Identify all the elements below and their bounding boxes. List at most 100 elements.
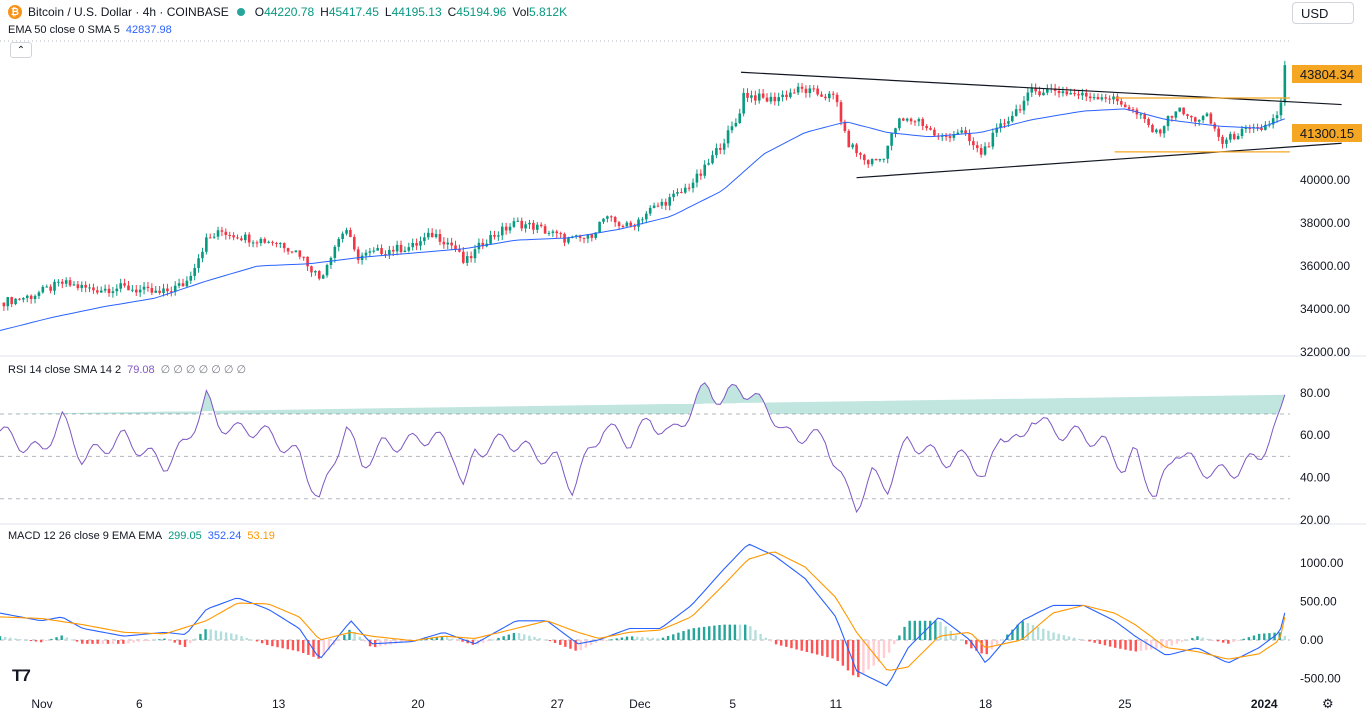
candle-body <box>462 251 465 263</box>
candle-body <box>1065 91 1069 95</box>
macd-histogram-bar <box>810 640 814 654</box>
macd-histogram-bar <box>55 637 58 640</box>
candle-body <box>41 286 45 293</box>
candle-body <box>314 271 317 273</box>
candle-body <box>617 222 621 226</box>
candle-body <box>625 222 629 227</box>
macd-histogram-bar <box>230 633 233 640</box>
macd-histogram-bar <box>50 638 53 640</box>
collapse-legend-button[interactable]: ⌃ <box>10 42 32 58</box>
macd-histogram-bar <box>281 640 284 649</box>
macd-histogram-bar <box>959 639 963 641</box>
macd-histogram-bar <box>1083 640 1086 641</box>
macd-legend[interactable]: MACD 12 26 close 9 EMA EMA 299.05 352.24… <box>8 530 275 542</box>
symbol-legend[interactable]: ₿ Bitcoin / U.S. Dollar · 4h · COINBASE … <box>8 5 573 19</box>
macd-histogram-bar <box>291 640 295 651</box>
rsi-axis-tick: 80.00 <box>1300 386 1330 400</box>
candle-body <box>1166 115 1170 127</box>
macd-histogram-bar <box>1237 640 1240 641</box>
macd-histogram-bar <box>538 638 541 640</box>
candle-body <box>925 126 928 129</box>
settings-gear-icon[interactable]: ⚙ <box>1322 696 1334 711</box>
macd-axis-tick: -500.00 <box>1300 671 1341 685</box>
candle-body <box>282 243 286 249</box>
candle-body <box>263 238 267 243</box>
candle-body <box>37 292 41 296</box>
candle-body <box>162 288 165 293</box>
candle-body <box>707 163 710 165</box>
macd-histogram-bar <box>481 640 485 643</box>
candle-body <box>1264 124 1267 130</box>
candle-body <box>559 233 562 235</box>
candle-body <box>251 242 255 244</box>
candle-body <box>333 246 337 258</box>
rsi-legend[interactable]: RSI 14 close SMA 14 2 79.08 ∅ ∅ ∅ ∅ ∅ ∅ … <box>8 363 246 377</box>
symbol-title: Bitcoin / U.S. Dollar · 4h · COINBASE <box>28 5 229 19</box>
candle-body <box>364 252 368 256</box>
macd-histogram-bar <box>1278 632 1281 640</box>
candle-body <box>399 244 403 253</box>
candle-body <box>1244 127 1248 129</box>
rsi-overbought-fill <box>0 382 1285 414</box>
candle-body <box>532 222 535 230</box>
macd-axis-tick: 500.00 <box>1300 595 1337 609</box>
macd-histogram-bar <box>487 640 490 642</box>
macd-histogram-bar <box>240 636 243 640</box>
ema-legend-label: EMA 50 close 0 SMA 5 <box>8 24 120 36</box>
candle-body <box>1193 117 1197 122</box>
candle-body <box>1096 97 1100 100</box>
macd-histogram-bar <box>754 630 757 640</box>
macd-histogram-bar <box>692 628 696 640</box>
candle-body <box>648 207 652 214</box>
candle-body <box>388 249 391 255</box>
candle-body <box>1018 109 1022 111</box>
macd-histogram-bar <box>579 640 582 651</box>
candle-body <box>45 286 49 288</box>
macd-histogram-bar <box>1119 640 1122 649</box>
candle-body <box>212 236 216 238</box>
candle-body <box>353 237 356 250</box>
candle-body <box>598 221 601 233</box>
candle-body <box>952 134 956 138</box>
candle-body <box>979 148 983 155</box>
ema50-line <box>0 108 1285 331</box>
ema-legend[interactable]: EMA 50 close 0 SMA 5 42837.98 <box>8 24 172 36</box>
macd-histogram-bar <box>1134 640 1137 652</box>
macd-histogram-bar <box>1036 626 1040 640</box>
macd-histogram-bar <box>245 637 248 640</box>
price-axis-tick: 32000.00 <box>1300 345 1350 359</box>
macd-histogram-bar <box>713 625 716 640</box>
candle-body <box>680 192 683 194</box>
macd-histogram-bar <box>255 640 259 642</box>
candle-body <box>754 95 757 101</box>
candle-body <box>481 242 485 247</box>
macd-histogram-bar <box>831 640 834 659</box>
macd-histogram-bar <box>857 640 860 678</box>
candle-body <box>1186 114 1189 116</box>
candle-body <box>1046 88 1049 93</box>
macd-histogram-bar <box>1098 640 1102 645</box>
macd-histogram-bar <box>1062 635 1066 640</box>
time-axis-tick: 5 <box>729 697 736 711</box>
macd-histogram-bar <box>615 638 618 640</box>
macd-legend-hist: 299.05 <box>168 530 202 542</box>
macd-histogram-bar <box>60 635 63 640</box>
candle-body <box>824 96 827 99</box>
tradingview-logo[interactable]: T7 <box>12 666 31 685</box>
macd-histogram-bar <box>574 640 577 651</box>
candle-body <box>1283 65 1287 103</box>
candle-body <box>29 295 33 299</box>
candle-body <box>940 135 944 137</box>
macd-histogram-bar <box>276 640 279 648</box>
macd-histogram-bar <box>980 640 983 654</box>
open-value: 44220.78 <box>264 5 315 19</box>
candle-body <box>146 286 150 288</box>
macd-histogram-bar <box>1268 633 1271 640</box>
macd-histogram-bar <box>425 638 428 640</box>
rsi-line <box>0 382 1286 514</box>
signal-line <box>0 551 1286 671</box>
macd-histogram-bar <box>990 640 994 650</box>
macd-histogram-bar <box>738 624 742 640</box>
currency-select[interactable]: USD <box>1292 2 1354 24</box>
